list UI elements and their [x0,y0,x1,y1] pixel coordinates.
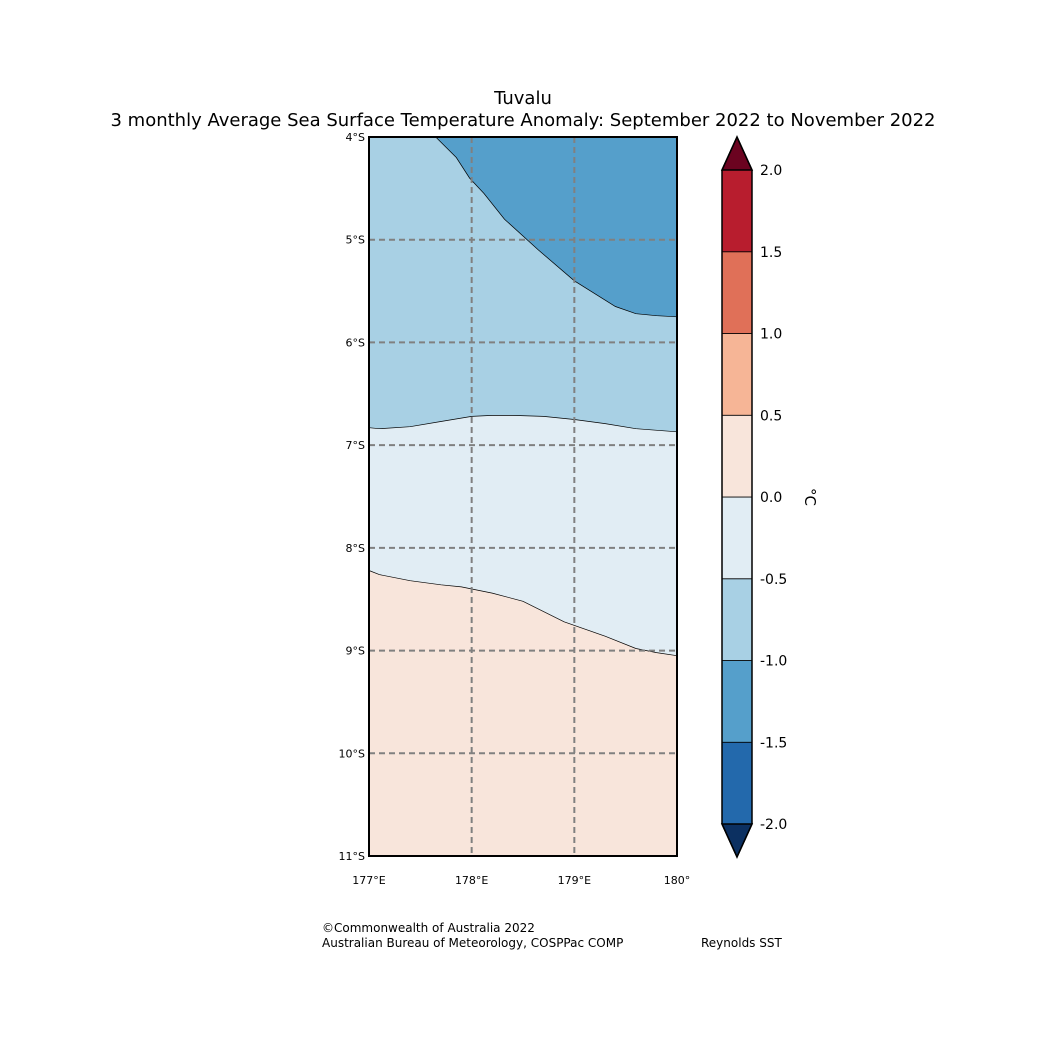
colorbar-unit-label: °C [801,488,819,506]
colorbar-outline [721,135,753,859]
colorbar-over-arrow [720,135,754,171]
data-source-text: Reynolds SST [701,936,782,950]
colorbar-tick-label: -1.5 [760,735,787,751]
colorbar-tick-label: 1.0 [760,327,782,343]
colorbar-segment [721,169,753,253]
copyright-text: ©Commonwealth of Australia 2022 [322,921,535,935]
lat-label: 11°S [339,850,365,863]
contour-line [368,570,678,657]
lat-label: 4°S [346,131,365,144]
lat-label: 10°S [339,747,365,760]
colorbar-segment [721,741,753,825]
colorbar-tick-label: 2.0 [760,163,782,179]
region-anomaly--1.5-to--1.0 [369,137,677,317]
map-title: Tuvalu [494,88,552,109]
colorbar-segment [721,496,753,580]
lat-label: 8°S [346,542,365,555]
colorbar-tick-label: -1.0 [760,654,787,670]
contour-line [368,415,678,433]
colorbar-segment [721,333,753,416]
map-panel: 4°S 5°S 6°S 7°S 8°S 9°S 10°S 11°S 177°E 178°E 179°… [339,131,691,887]
map-subtitle: 3 monthly Average Sea Surface Temperatur… [110,110,936,131]
lat-label: 9°S [346,645,365,658]
lat-label: 7°S [346,439,365,452]
lon-label: 180° [664,874,691,887]
colorbar-tick-label: 0.5 [760,408,782,424]
agency-text: Australian Bureau of Meteorology, COSPPa… [322,936,624,950]
lon-label: 179°E [558,874,591,887]
lat-label: 6°S [346,336,365,349]
colorbar-segment [721,578,753,661]
colorbar-segment [721,414,753,498]
colorbar-segment [721,251,753,334]
colorbar: 2.0 1.5 1.0 0.5 0.0 -0.5 -1.0 -1.5 -2.0 °C [720,135,819,859]
colorbar-tick-label: 1.5 [760,245,782,261]
lon-label: 177°E [352,874,385,887]
map-frame [368,136,678,857]
colorbar-tick-label: 0.0 [760,490,782,506]
colorbar-under-arrow [720,823,754,859]
colorbar-tick-label: -2.0 [760,817,787,833]
contour-line [435,136,678,318]
colorbar-tick-label: -0.5 [760,572,787,588]
colorbar-segment [721,660,753,743]
lat-label: 5°S [346,234,365,247]
lon-label: 178°E [455,874,488,887]
